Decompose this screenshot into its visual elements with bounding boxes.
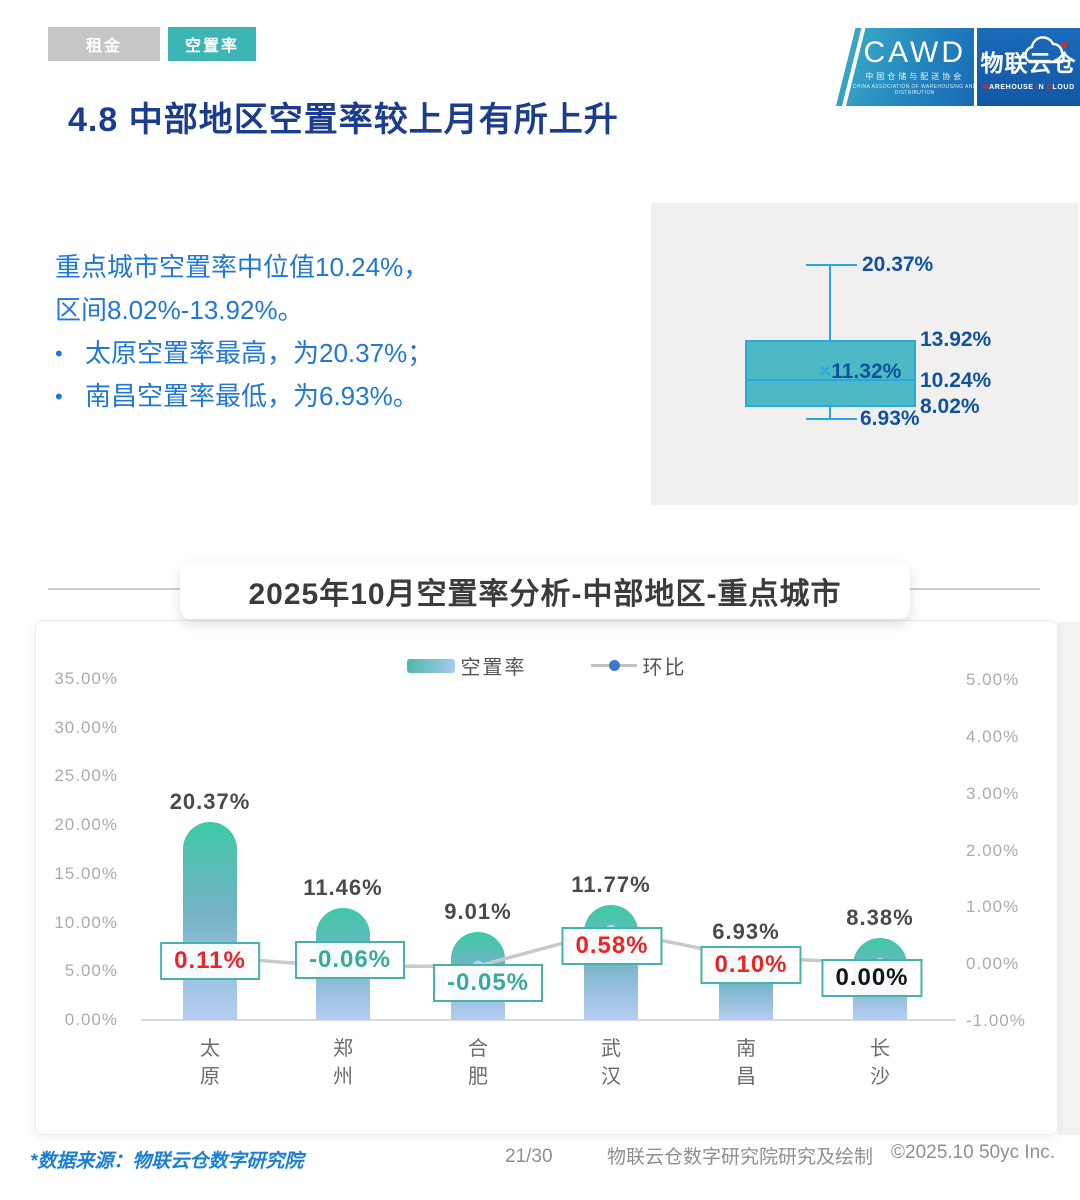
y-axis-right-tick: 5.00% <box>966 670 1020 689</box>
bar-value-label: 6.93% <box>712 919 780 945</box>
x-axis-city-label: 南昌 <box>706 1035 786 1091</box>
city-char: 长 <box>870 1038 890 1060</box>
legend-item-mom: 环比 <box>590 651 687 680</box>
summary-line-1: 重点城市空置率中位值10.24%， <box>55 252 430 282</box>
city-char: 沙 <box>870 1066 890 1088</box>
boxplot-median-label: 10.24% <box>920 369 992 392</box>
boxplot-min-cap <box>806 418 857 420</box>
x-axis-city-label: 长沙 <box>840 1035 920 1091</box>
vacancy-bar <box>183 821 237 1020</box>
footer-copyright: ©2025.10 50yc Inc. <box>891 1142 1055 1163</box>
x-axis-city-label: 合肥 <box>438 1035 518 1091</box>
y-axis-left-tick: 20.00% <box>54 815 118 835</box>
x-axis-line <box>141 1019 956 1021</box>
cloud-icon <box>1024 36 1068 64</box>
mean-x-marker-icon: × <box>819 360 832 383</box>
bar-value-label: 9.01% <box>444 899 512 925</box>
cawd-wordmark: CAWD <box>863 36 966 69</box>
bar-value-label: 11.77% <box>571 872 651 898</box>
summary-bullet-1: • 太原空置率最高，为20.37%； <box>55 332 635 375</box>
city-char: 州 <box>333 1066 353 1088</box>
city-char: 原 <box>200 1066 220 1088</box>
legend-label-vacancy: 空置率 <box>460 657 527 679</box>
cawd-subtitle: 中国仓储与配送协会 <box>865 72 965 81</box>
mom-value-label: 0.10% <box>700 946 802 985</box>
y-axis-left-tick: 35.00% <box>54 669 118 688</box>
cawd-logo: CAWD 中国仓储与配送协会 CHINA ASSOCIATION OF WARE… <box>836 28 994 106</box>
wic-logo: 物联云仓 WAREHOUSE IN CLOUD <box>974 28 1080 106</box>
y-axis-right-tick: 0.00% <box>966 954 1020 974</box>
page-number: 21/30 <box>505 1146 553 1167</box>
boxplot-min-label: 6.93% <box>860 407 920 430</box>
city-char: 汉 <box>601 1066 621 1088</box>
brand-logo: CAWD 中国仓储与配送协会 CHINA ASSOCIATION OF WARE… <box>836 28 1080 106</box>
y-axis-right-tick: 4.00% <box>966 726 1020 746</box>
y-axis-left-tick: 5.00% <box>64 961 118 981</box>
city-char: 武 <box>601 1038 621 1060</box>
boxplot-max-label: 20.37% <box>862 253 934 276</box>
bar-value-label: 8.38% <box>846 905 914 931</box>
tab-vacancy-rate[interactable]: 空置率 <box>168 27 256 61</box>
y-axis-left-tick: 10.00% <box>54 912 118 932</box>
tab-bar: 租金 空置率 <box>48 27 256 61</box>
boxplot-mean-value: ×11.32% <box>819 360 902 383</box>
y-axis-right-tick: -1.00% <box>966 1011 1026 1030</box>
summary-block: 重点城市空置率中位值10.24%， 区间8.02%-13.92%。 • 太原空置… <box>55 246 635 418</box>
footer-credit: 物联云仓数字研究院研究及绘制 <box>606 1147 873 1168</box>
mom-value-label: 0.00% <box>821 959 923 998</box>
chart-title: 2025年10月空置率分析-中部地区-重点城市 <box>180 562 910 619</box>
legend-label-mom: 环比 <box>642 657 687 679</box>
boxplot-box <box>745 340 916 407</box>
city-char: 昌 <box>736 1066 756 1088</box>
boxplot-median-line <box>745 379 916 381</box>
y-axis-left-tick: 15.00% <box>54 863 118 883</box>
y-axis-right-tick: 3.00% <box>966 783 1020 803</box>
page-title: 4.8 中部地区空置率较上月有所上升 <box>68 101 619 139</box>
summary-line-2: 区间8.02%-13.92%。 <box>55 295 304 325</box>
mom-value-label: -0.06% <box>294 940 406 979</box>
chart-card: 空置率 环比 35.00% 30.00% 25.00% 20.00% 15.00% 10.… <box>35 620 1058 1135</box>
tab-rent[interactable]: 租金 <box>48 27 160 61</box>
legend-item-vacancy: 空置率 <box>406 651 527 680</box>
city-char: 合 <box>468 1038 488 1060</box>
cawd-subtitle-en: CHINA ASSOCIATION OF WAREHOUSING AND DIS… <box>852 84 977 96</box>
wic-wordmark: 物联云仓 <box>980 49 1077 76</box>
y-axis-left-tick: 30.00% <box>54 717 118 737</box>
city-char: 太 <box>200 1038 220 1060</box>
mom-value-label: -0.05% <box>432 964 544 1002</box>
y-axis-left-tick: 25.00% <box>54 766 118 786</box>
boxplot-max-cap <box>806 264 857 266</box>
bar-value-label: 20.37% <box>169 788 251 814</box>
y-axis-left-tick: 0.00% <box>64 1010 118 1029</box>
boxplot-upper-whisker <box>829 265 831 342</box>
data-source-note: *数据来源：物联云仓数字研究院 <box>30 1151 304 1172</box>
boxplot-lower-whisker <box>829 407 831 420</box>
boxplot-panel: ×11.32% 20.37% 13.92% 10.24% 8.02% 6.93% <box>651 203 1078 505</box>
x-axis-city-label: 武汉 <box>571 1035 651 1091</box>
line-series-swatch-icon <box>590 660 637 671</box>
chart-legend: 空置率 环比 <box>36 651 1057 680</box>
boxplot-q1-label: 8.02% <box>920 395 980 418</box>
y-axis-right-tick: 1.00% <box>966 897 1020 917</box>
right-edge-strip <box>1058 622 1080 1135</box>
bullet-dot-icon: • <box>55 384 63 409</box>
mom-value-label: 0.11% <box>160 941 260 980</box>
summary-bullet-2: • 南昌空置率最低，为6.93%。 <box>55 375 635 418</box>
x-axis-city-label: 郑州 <box>303 1035 383 1091</box>
x-axis-city-label: 太原 <box>170 1035 250 1091</box>
city-char: 郑 <box>333 1038 353 1060</box>
wic-subtitle: WAREHOUSE IN CLOUD <box>982 83 1075 91</box>
boxplot-q3-label: 13.92% <box>920 328 992 351</box>
mom-value-label: 0.58% <box>561 927 663 966</box>
bar-value-label: 11.46% <box>303 875 383 901</box>
city-char: 肥 <box>468 1066 488 1088</box>
y-axis-right-tick: 2.00% <box>966 840 1020 860</box>
bullet-dot-icon: • <box>55 341 63 366</box>
bar-series-swatch-icon <box>406 658 455 673</box>
city-char: 南 <box>736 1038 756 1060</box>
footer-credit-group: 物联云仓数字研究院研究及绘制 ©2025.10 50yc Inc. <box>607 1142 1055 1169</box>
